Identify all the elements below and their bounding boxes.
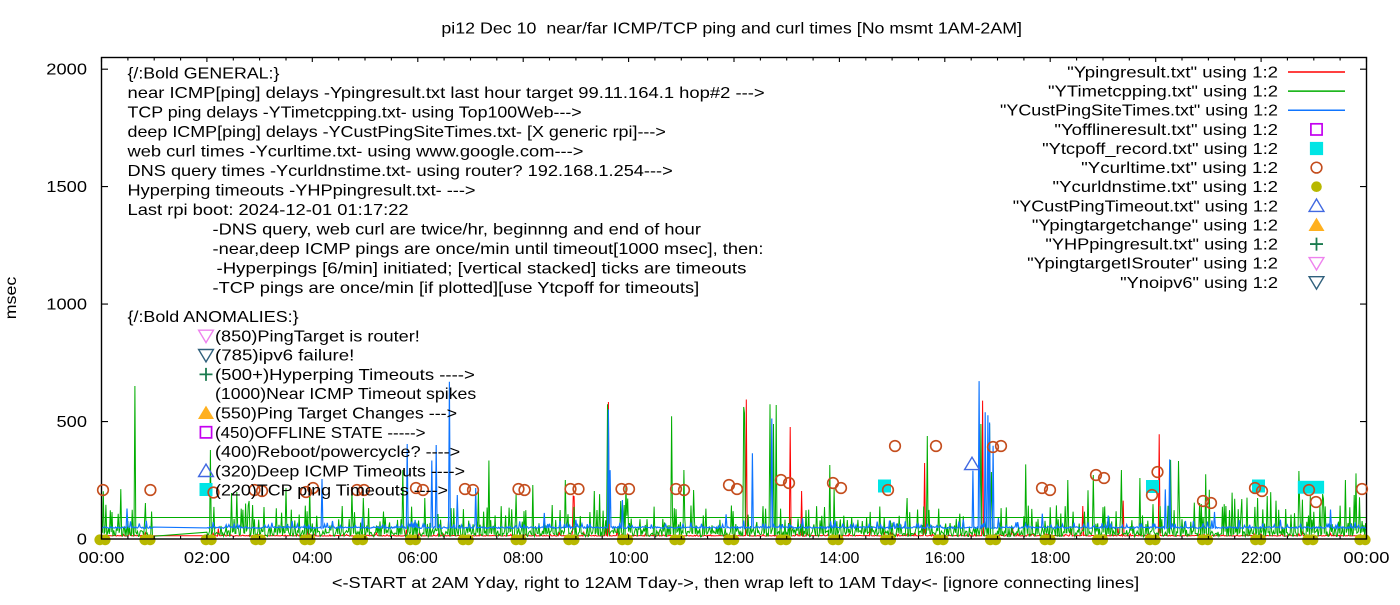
svg-text:20:00: 20:00 xyxy=(1136,550,1176,567)
svg-text:msec: msec xyxy=(3,277,20,320)
svg-text:-near,deep ICMP pings are once: -near,deep ICMP pings are once/min until… xyxy=(213,241,764,258)
svg-text:12:00: 12:00 xyxy=(714,550,754,567)
svg-text:08:00: 08:00 xyxy=(503,550,543,567)
svg-text:00:00: 00:00 xyxy=(1343,550,1389,567)
svg-text:-DNS query, web curl are twice: -DNS query, web curl are twice/hr, begin… xyxy=(213,222,702,239)
svg-text:1500: 1500 xyxy=(46,179,87,196)
svg-text:16:00: 16:00 xyxy=(925,550,965,567)
svg-text:{/:Bold GENERAL:}: {/:Bold GENERAL:} xyxy=(128,66,281,83)
svg-text:Hyperping timeouts -YHPpingres: Hyperping timeouts -YHPpingresult.txt- -… xyxy=(128,183,476,200)
svg-text:deep ICMP[ping] delays -YCustP: deep ICMP[ping] delays -YCustPingSiteTim… xyxy=(128,124,666,141)
svg-text:TCP ping delays -YTimetcpping.: TCP ping delays -YTimetcpping.txt- using… xyxy=(128,105,582,122)
svg-text:14:00: 14:00 xyxy=(819,550,859,567)
svg-text:2000: 2000 xyxy=(46,62,87,79)
svg-text:04:00: 04:00 xyxy=(292,550,332,567)
svg-text:"YCustPingSiteTimes.txt" using: "YCustPingSiteTimes.txt" using 1:2 xyxy=(1000,103,1278,120)
svg-text:02:00: 02:00 xyxy=(184,550,230,567)
svg-text:"Ynoipv6" using 1:2: "Ynoipv6" using 1:2 xyxy=(1120,275,1278,292)
svg-text:<-START at 2AM Yday, right to: <-START at 2AM Yday, right to 12AM Tday-… xyxy=(332,575,1139,592)
svg-text:(550)Ping Target Changes --->: (550)Ping Target Changes ---> xyxy=(215,406,457,423)
svg-text:(850)PingTarget is router!: (850)PingTarget is router! xyxy=(215,328,420,345)
svg-text:(320)Deep ICMP Timeouts ---->: (320)Deep ICMP Timeouts ----> xyxy=(215,463,465,480)
svg-text:DNS query times -Ycurldnstime.: DNS query times -Ycurldnstime.txt- using… xyxy=(128,163,673,180)
svg-text:-Hyperpings [6/min] initiated;: -Hyperpings [6/min] initiated; [vertical… xyxy=(217,261,747,278)
svg-text:(450)OFFLINE STATE ----->: (450)OFFLINE STATE -----> xyxy=(215,425,426,442)
svg-text:"Ycurldnstime.txt" using 1:2: "Ycurldnstime.txt" using 1:2 xyxy=(1053,179,1279,196)
svg-text:18:00: 18:00 xyxy=(1030,550,1070,567)
svg-text:0: 0 xyxy=(77,532,87,549)
svg-text:1000: 1000 xyxy=(46,297,87,314)
svg-text:"Ypingresult.txt" using 1:2: "Ypingresult.txt" using 1:2 xyxy=(1067,65,1278,82)
svg-text:(1000)Near ICMP Timeout spikes: (1000)Near ICMP Timeout spikes xyxy=(215,386,476,403)
svg-text:500: 500 xyxy=(57,414,88,431)
svg-text:"Yofflineresult.txt" using 1:2: "Yofflineresult.txt" using 1:2 xyxy=(1054,122,1278,139)
svg-text:Last rpi boot: 2024-12-01 01:1: Last rpi boot: 2024-12-01 01:17:22 xyxy=(128,202,409,219)
svg-text:"YHPpingresult.txt" using 1:2: "YHPpingresult.txt" using 1:2 xyxy=(1045,237,1278,254)
svg-text:"Ycurltime.txt" using 1:2: "Ycurltime.txt" using 1:2 xyxy=(1081,160,1278,177)
svg-text:near ICMP[ping] delays -Ypingr: near ICMP[ping] delays -Ypingresult.txt … xyxy=(128,85,765,102)
svg-text:(785)ipv6 failure!: (785)ipv6 failure! xyxy=(215,348,354,365)
svg-text:{/:Bold ANOMALIES:}: {/:Bold ANOMALIES:} xyxy=(128,309,300,326)
svg-text:"YpingtargetISrouter" using 1:: "YpingtargetISrouter" using 1:2 xyxy=(1027,256,1278,273)
svg-text:web curl times -Ycurltime.txt-: web curl times -Ycurltime.txt- using www… xyxy=(126,144,583,161)
svg-text:(400)Reboot/powercycle? ---->: (400)Reboot/powercycle? ----> xyxy=(215,444,460,461)
svg-text:"YCustPingTimeout.txt" using 1: "YCustPingTimeout.txt" using 1:2 xyxy=(1013,198,1278,215)
svg-text:00:00: 00:00 xyxy=(78,550,124,567)
svg-text:"Ypingtargetchange" using 1:2: "Ypingtargetchange" using 1:2 xyxy=(1032,217,1278,234)
svg-text:10:00: 10:00 xyxy=(609,550,649,567)
svg-text:(220)TCP ping Timeouts ---->: (220)TCP ping Timeouts ----> xyxy=(215,483,448,500)
svg-text:"YTimetcpping.txt" using 1:2: "YTimetcpping.txt" using 1:2 xyxy=(1048,84,1278,101)
svg-text:"Ytcpoff_record.txt" using 1:2: "Ytcpoff_record.txt" using 1:2 xyxy=(1042,141,1278,158)
svg-text:pi12 Dec 10 near/far ICMP/TCP: pi12 Dec 10 near/far ICMP/TCP ping and c… xyxy=(441,21,1022,38)
svg-text:(500+)Hyperping Timeouts ---->: (500+)Hyperping Timeouts ----> xyxy=(215,367,475,384)
svg-text:06:00: 06:00 xyxy=(398,550,438,567)
svg-text:22:00: 22:00 xyxy=(1241,550,1281,567)
svg-text:-TCP pings are once/min [if pl: -TCP pings are once/min [if plotted][use… xyxy=(213,280,700,297)
